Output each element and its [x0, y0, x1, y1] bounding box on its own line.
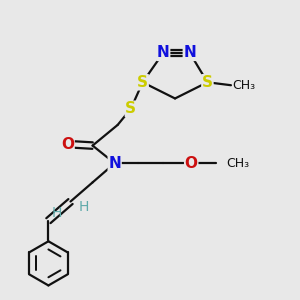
Text: O: O [61, 136, 74, 152]
Text: CH₃: CH₃ [232, 79, 256, 92]
Text: S: S [202, 75, 213, 90]
Text: H: H [52, 206, 62, 220]
Text: N: N [183, 45, 196, 60]
Text: CH₃: CH₃ [226, 157, 250, 170]
Text: S: S [125, 101, 136, 116]
Text: N: N [157, 45, 169, 60]
Text: N: N [108, 156, 121, 171]
Text: O: O [185, 156, 198, 171]
Text: S: S [137, 75, 148, 90]
Text: H: H [79, 200, 89, 214]
